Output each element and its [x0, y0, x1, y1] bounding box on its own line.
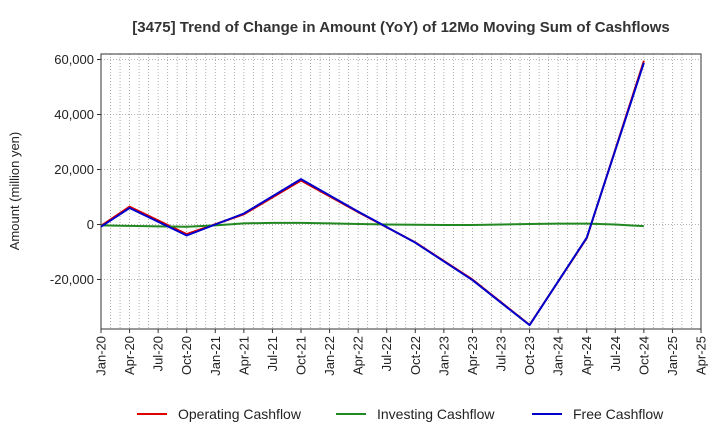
grid-layer: [101, 54, 701, 329]
x-tick-labels: Jan-20 Apr-20 Jul-20 Oct-20 Jan-21 Apr-21 Jul-…: [94, 329, 709, 376]
x-tick-label: Jul-21: [265, 336, 280, 371]
y-axis-label: Amount (million yen): [7, 132, 22, 251]
legend: Operating Cashflow Investing Cashflow Free…: [137, 406, 664, 422]
y-tick-label: 60,000: [54, 52, 94, 67]
x-tick-label: Apr-25: [694, 336, 709, 375]
x-tick-label: Apr-23: [465, 336, 480, 375]
x-tick-label: Oct-22: [408, 336, 423, 375]
operating-cashflow-line: [100, 60, 645, 326]
x-tick-label: Jan-23: [436, 336, 451, 376]
x-tick-label: Jan-25: [665, 336, 680, 376]
x-tick-label: Oct-24: [636, 336, 651, 375]
investing-cashflow-line: [100, 221, 644, 228]
y-tick-label: 40,000: [54, 107, 94, 122]
y-tick-label: 0: [87, 217, 94, 232]
x-tick-label: Jul-22: [379, 336, 394, 371]
series-layer: [100, 60, 645, 327]
x-tick-label: Jan-24: [551, 336, 566, 376]
legend-label-operating-cashflow: Operating Cashflow: [178, 406, 302, 422]
x-tick-label: Oct-21: [294, 336, 309, 375]
x-tick-label: Jul-24: [608, 336, 623, 371]
x-tick-label: Oct-20: [179, 336, 194, 375]
x-tick-label: Jan-21: [208, 336, 223, 376]
chart-title: [3475] Trend of Change in Amount (YoY) o…: [132, 19, 670, 36]
x-tick-label: Apr-24: [579, 336, 594, 375]
x-tick-label: Apr-20: [122, 336, 137, 375]
legend-label-free-cashflow: Free Cashflow: [573, 406, 664, 422]
plot-frame: [100, 53, 702, 330]
y-tick-labels: 60,000 40,000 20,000 0 -20,000: [50, 52, 101, 287]
legend-label-investing-cashflow: Investing Cashflow: [377, 406, 495, 422]
x-tick-label: Jul-20: [151, 336, 166, 371]
y-tick-label: -20,000: [50, 272, 94, 287]
y-tick-label: 20,000: [54, 162, 94, 177]
x-tick-label: Apr-22: [351, 336, 366, 375]
x-tick-label: Apr-21: [236, 336, 251, 375]
x-tick-label: Oct-23: [522, 336, 537, 375]
x-tick-label: Jul-23: [494, 336, 509, 371]
free-cashflow-line: [100, 62, 645, 327]
x-tick-label: Jan-22: [322, 336, 337, 376]
x-tick-label: Jan-20: [94, 336, 109, 376]
